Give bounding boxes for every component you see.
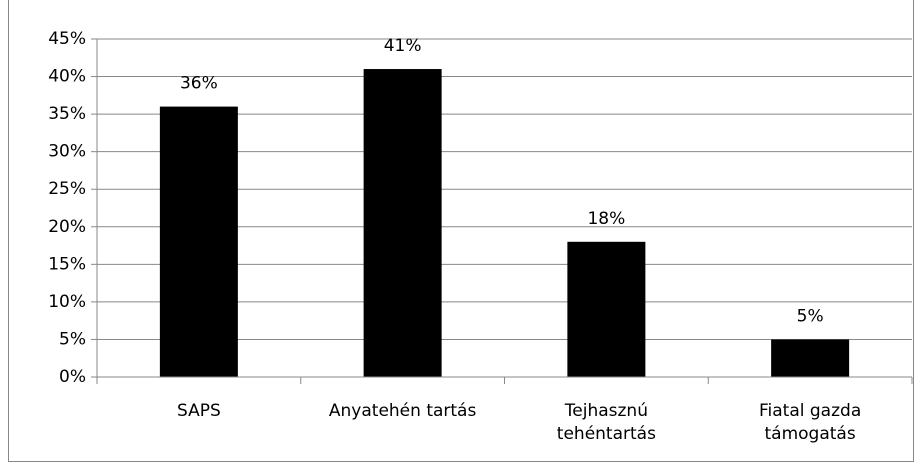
bar	[771, 339, 850, 377]
x-tick-label: SAPS	[177, 401, 221, 421]
data-label: 36%	[180, 74, 218, 94]
x-tick-label: Anyatehén tartás	[329, 401, 477, 421]
x-tick-label: Fiatal gazda támogatás	[759, 401, 861, 444]
bar	[567, 241, 646, 377]
y-tick-label: 45%	[48, 29, 86, 49]
x-tick-label: Tejhasznú tehéntartás	[557, 401, 656, 444]
y-tick-label: 20%	[48, 217, 86, 237]
bar	[363, 69, 442, 378]
data-label: 18%	[587, 209, 625, 229]
y-tick-label: 30%	[48, 142, 86, 162]
y-tick-label: 35%	[48, 104, 86, 124]
data-label: 41%	[384, 36, 422, 56]
y-tick-label: 15%	[48, 254, 86, 274]
y-tick-label: 5%	[59, 329, 86, 349]
y-tick-label: 25%	[48, 179, 86, 199]
bar	[159, 106, 238, 377]
y-tick-label: 40%	[48, 67, 86, 87]
y-tick-label: 10%	[48, 292, 86, 312]
y-tick-label: 0%	[59, 367, 86, 387]
data-label: 5%	[797, 306, 824, 326]
chart-border	[8, 0, 914, 462]
